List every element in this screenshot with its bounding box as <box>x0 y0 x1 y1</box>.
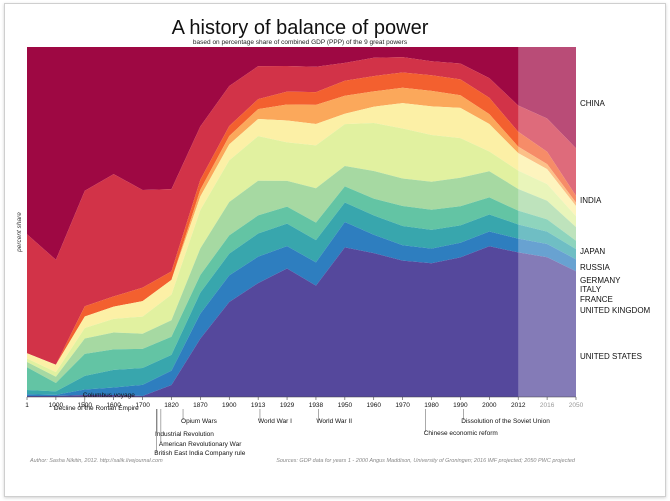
x-tick-label: 1913 <box>251 402 266 409</box>
x-tick-label: 1950 <box>338 402 353 409</box>
area-china <box>27 47 576 260</box>
x-tick-label: 2000 <box>482 402 497 409</box>
legend-italy: ITALY <box>580 285 602 294</box>
legend-germany: GERMANY <box>580 276 621 285</box>
event-label-opium-wars: Opium Wars <box>181 418 218 425</box>
x-tick-label: 1900 <box>222 402 237 409</box>
x-tick-label: 2016 <box>540 402 555 409</box>
y-axis-label: percent share <box>16 212 23 253</box>
event-label-chinese-economic-reform: Chinese economic reform <box>424 430 498 437</box>
x-tick-label: 1 <box>25 402 29 409</box>
x-tick-label: 2012 <box>511 402 526 409</box>
event-label-american-revolutionary-war: American Revolutionary War <box>159 441 242 448</box>
area-india <box>27 57 576 365</box>
x-tick-label: 1700 <box>135 402 150 409</box>
legend-japan: JAPAN <box>580 247 605 256</box>
x-tick-label: 1000 <box>49 402 64 409</box>
event-label-british-east-india-company-rule: British East India Company rule <box>154 450 245 457</box>
stacked-areas <box>27 47 576 397</box>
x-tick-label: 1990 <box>453 402 468 409</box>
x-tick-label: 1870 <box>193 402 208 409</box>
projection-shade <box>518 47 576 397</box>
legend-united-kingdom: UNITED KINGDOM <box>580 306 651 315</box>
event-label-columbus-voyage: Columbus voyage <box>83 392 135 399</box>
legend-united-states: UNITED STATES <box>580 352 642 361</box>
event-label-decline-of-the-roman-empire: Decline of the Roman Empire <box>54 405 139 412</box>
x-tick-label: 1929 <box>280 402 295 409</box>
x-tick-label: 1600 <box>106 402 121 409</box>
area-france <box>27 202 576 395</box>
x-tick-label: 1980 <box>424 402 439 409</box>
x-tick-label: 2050 <box>569 402 584 409</box>
event-label-world-war-ii: World War II <box>316 418 352 425</box>
chart-title: A history of balance of power <box>172 17 429 39</box>
event-label-dissolution-of-the-soviet-union: Dissolution of the Soviet Union <box>461 418 550 425</box>
area-italy <box>27 186 576 392</box>
legend-india: INDIA <box>580 196 602 205</box>
footer-sources: Sources: GDP data for years 1 - 2000 Ang… <box>276 458 576 464</box>
event-label-world-war-i: World War I <box>258 418 292 425</box>
projection-overlay <box>518 47 576 397</box>
chart-subtitle: based on percentage share of combined GD… <box>193 39 408 46</box>
legend-russia: RUSSIA <box>580 263 610 272</box>
footer-author: Author: Sasha Nikitin, 2012. http://sali… <box>29 458 163 464</box>
x-tick-label: 1938 <box>309 402 324 409</box>
x-tick-label: 1960 <box>367 402 382 409</box>
legend-france: FRANCE <box>580 295 613 304</box>
x-tick-label: 1970 <box>395 402 410 409</box>
area-united-kingdom <box>27 222 576 396</box>
area-germany <box>27 166 576 383</box>
legend-china: CHINA <box>580 99 606 108</box>
area-russia <box>27 122 576 377</box>
area-united-states <box>27 246 576 397</box>
event-annotations: Decline of the Roman Empire Columbus voya… <box>54 392 550 457</box>
x-tick-label: 1820 <box>164 402 179 409</box>
event-label-industrial-revolution: Industrial Revolution <box>155 431 214 438</box>
